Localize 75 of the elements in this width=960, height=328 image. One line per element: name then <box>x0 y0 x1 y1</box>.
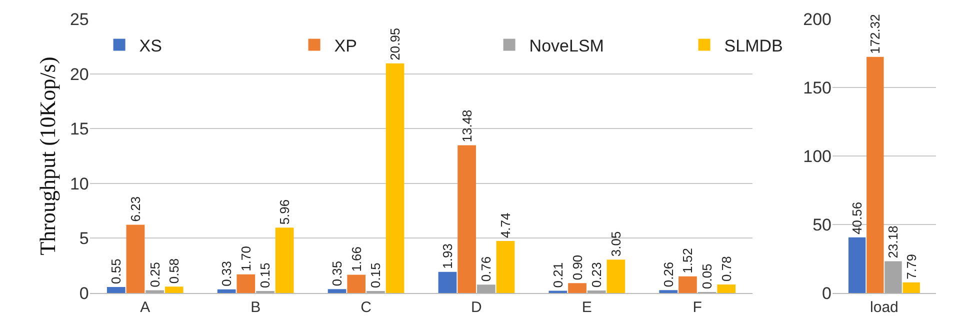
data-label: 1.70 <box>238 246 254 272</box>
legend-label: XP <box>334 36 357 56</box>
y-tick-label: 100 <box>803 146 832 166</box>
bar <box>146 290 164 293</box>
data-label: 6.23 <box>128 196 143 222</box>
data-label: 0.58 <box>166 258 182 284</box>
y-tick-label: 25 <box>70 10 89 29</box>
data-label: 0.78 <box>718 256 734 282</box>
data-label: 0.25 <box>147 262 162 288</box>
data-label: 0.35 <box>330 260 345 286</box>
bar <box>438 272 457 293</box>
data-label: 5.96 <box>277 199 292 225</box>
data-label: 3.05 <box>608 231 624 257</box>
bar <box>678 276 697 293</box>
data-label: 0.21 <box>550 262 566 288</box>
data-label: 1.93 <box>440 244 455 269</box>
x-tick-label: B <box>250 299 261 316</box>
bar <box>328 289 346 293</box>
bar <box>717 284 736 293</box>
data-label: 0.55 <box>108 258 124 284</box>
data-label: 0.05 <box>700 264 715 289</box>
data-label: 0.76 <box>478 256 494 282</box>
bar <box>848 237 866 293</box>
x-tick-label: A <box>140 299 150 316</box>
x-tick-label: D <box>471 299 482 316</box>
bar <box>476 284 496 293</box>
data-label: 172.32 <box>868 14 883 54</box>
bar <box>236 274 256 293</box>
data-label: 23.18 <box>886 226 901 258</box>
data-label: 1.66 <box>348 246 364 272</box>
data-label: 0.23 <box>589 262 604 288</box>
legend-label: NoveLSM <box>529 36 604 56</box>
y-tick-label: 50 <box>812 215 832 234</box>
bar <box>386 63 404 293</box>
bar <box>164 286 184 293</box>
bar <box>587 290 606 293</box>
y-tick-label: 0 <box>79 284 89 303</box>
bar <box>606 260 626 293</box>
data-label: 0.15 <box>368 262 384 288</box>
data-label: 20.95 <box>388 28 403 60</box>
bar <box>126 224 145 293</box>
bar <box>347 274 366 293</box>
data-label: 0.90 <box>570 254 585 280</box>
legend-label: SLMDB <box>724 36 783 56</box>
data-label: 13.48 <box>459 110 474 142</box>
y-tick-label: 0 <box>822 284 832 303</box>
bar <box>217 289 236 293</box>
data-label: 0.33 <box>219 261 234 286</box>
y-axis-title: Throughput (10Kop/s) <box>34 56 60 256</box>
y-tick-label: 20 <box>70 64 89 84</box>
data-label: 40.56 <box>850 202 865 234</box>
bar <box>659 290 678 293</box>
legend-label: XS <box>139 36 162 56</box>
y-tick-label: 150 <box>803 78 832 98</box>
bar <box>458 145 476 293</box>
data-label: 4.74 <box>498 212 513 238</box>
bar <box>568 283 586 293</box>
data-label: 1.52 <box>680 248 696 274</box>
bar <box>884 261 902 293</box>
data-label: 0.26 <box>660 262 676 288</box>
y-tick-label: 5 <box>79 229 89 248</box>
bar <box>902 282 920 293</box>
y-tick-label: 200 <box>803 10 832 29</box>
bar <box>496 241 515 293</box>
bar <box>866 56 884 293</box>
data-label: 7.79 <box>904 254 919 280</box>
bar <box>275 228 294 293</box>
y-tick-label: 10 <box>70 174 89 194</box>
data-label: 0.15 <box>258 262 273 288</box>
x-tick-label: E <box>582 299 592 316</box>
bar <box>106 286 126 293</box>
y-tick-label: 15 <box>70 120 89 139</box>
x-tick-label: F <box>692 299 702 316</box>
x-tick-label: load <box>870 299 898 316</box>
x-tick-label: C <box>360 299 372 316</box>
